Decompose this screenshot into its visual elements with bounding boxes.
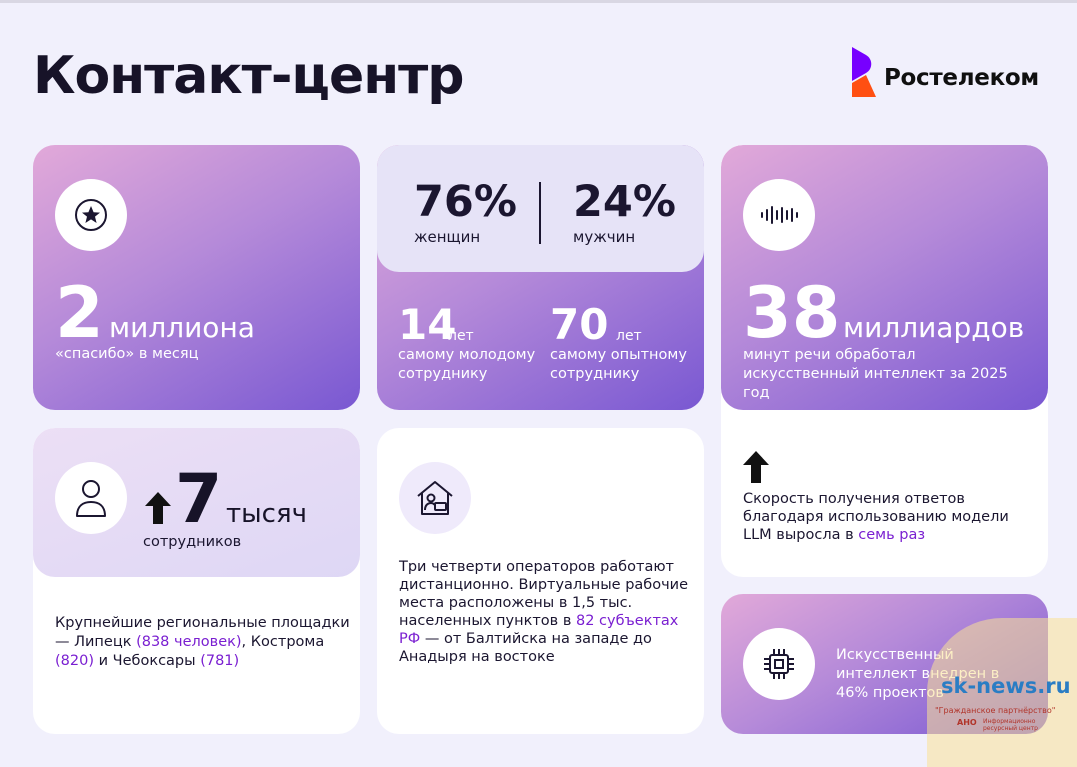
women-label: женщин bbox=[414, 228, 481, 246]
remote-text-2: — от Балтийска на западе до Анадыря на в… bbox=[399, 631, 652, 665]
card-staff: 7 тысяч сотрудников Крупнейшие региональ… bbox=[33, 428, 360, 734]
thanks-number: 2 bbox=[55, 272, 104, 354]
watermark: sk-news.ru "Гражданское партнёрство" АНО… bbox=[927, 618, 1077, 767]
arrow-up-icon bbox=[743, 451, 769, 487]
staff-number: 7 bbox=[175, 460, 223, 539]
youngest-age: 14 bbox=[398, 300, 457, 349]
watermark-line-2: АНО bbox=[957, 718, 977, 727]
card-speech: 38 миллиардов минут речи обработал искус… bbox=[721, 145, 1048, 577]
oldest-age: 70 bbox=[550, 300, 609, 349]
regional-text-1: Крупнейшие региональные площадки — Липец… bbox=[55, 615, 350, 650]
watermark-site: sk-news.ru bbox=[941, 674, 1071, 698]
soundwave-icon bbox=[743, 179, 815, 251]
cheboksary-count: (781) bbox=[200, 653, 240, 669]
rostelecom-logo-icon bbox=[852, 47, 876, 97]
speech-unit: миллиардов bbox=[843, 311, 1025, 344]
top-divider bbox=[0, 0, 1077, 3]
staff-unit: тысяч bbox=[226, 499, 307, 529]
thanks-subtitle: «спасибо» в месяц bbox=[55, 346, 199, 362]
gender-panel: 76% женщин 24% мужчин bbox=[377, 145, 704, 272]
person-icon bbox=[55, 462, 127, 534]
speech-subtitle: минут речи обработал искусственный интел… bbox=[743, 347, 1008, 401]
speech-number: 38 bbox=[743, 272, 841, 354]
star-icon bbox=[55, 179, 127, 251]
oldest-unit: лет bbox=[616, 328, 642, 344]
llm-speed-highlight: семь раз bbox=[858, 527, 926, 543]
watermark-line-3: Информационно ресурсный центр bbox=[983, 718, 1038, 732]
regional-sites-text: Крупнейшие региональные площадки — Липец… bbox=[55, 614, 355, 671]
watermark-badge bbox=[927, 618, 1077, 767]
card-demographics: 76% женщин 24% мужчин 14 лет самому моло… bbox=[377, 145, 704, 410]
llm-speed-prefix: Скорость получения ответов благодаря исп… bbox=[743, 491, 1009, 543]
page-title: Контакт-центр bbox=[33, 46, 464, 106]
watermark-line-1: "Гражданское партнёрство" bbox=[935, 706, 1056, 715]
kostroma-count: (820) bbox=[55, 653, 94, 669]
rostelecom-logo: Ростелеком bbox=[846, 45, 1056, 99]
card-remote: Три четверти операторов работают дистанц… bbox=[377, 428, 704, 734]
women-percent: 76% bbox=[414, 177, 517, 227]
remote-text-1: Три четверти операторов работают дистанц… bbox=[399, 559, 689, 629]
staff-panel: 7 тысяч сотрудников bbox=[33, 428, 360, 577]
llm-speed-text: Скорость получения ответов благодаря исп… bbox=[743, 490, 1023, 544]
chip-icon bbox=[743, 628, 815, 700]
youngest-label: самому молодому сотруднику bbox=[398, 347, 536, 382]
home-office-icon bbox=[399, 462, 471, 534]
regional-text-3: и Чебоксары bbox=[94, 653, 201, 669]
men-percent: 24% bbox=[573, 177, 676, 227]
gender-divider bbox=[539, 182, 541, 244]
regions-highlight: 82 субъектах РФ bbox=[399, 613, 679, 647]
remote-work-text: Три четверти операторов работают дистанц… bbox=[399, 558, 689, 666]
speech-panel: 38 миллиардов минут речи обработал искус… bbox=[721, 145, 1048, 410]
thanks-unit: миллиона bbox=[109, 311, 255, 344]
arrow-up-icon bbox=[145, 492, 171, 528]
oldest-label: самому опытному сотруднику bbox=[550, 347, 687, 382]
staff-subtitle: сотрудников bbox=[143, 534, 242, 550]
youngest-unit: лет bbox=[448, 328, 474, 344]
card-thanks: 2 миллиона «спасибо» в месяц bbox=[33, 145, 360, 410]
lipetsk-count: (838 человек) bbox=[136, 634, 242, 650]
logo-text: Ростелеком bbox=[884, 65, 1039, 91]
regional-text-2: , Кострома bbox=[241, 634, 325, 650]
men-label: мужчин bbox=[573, 228, 636, 246]
